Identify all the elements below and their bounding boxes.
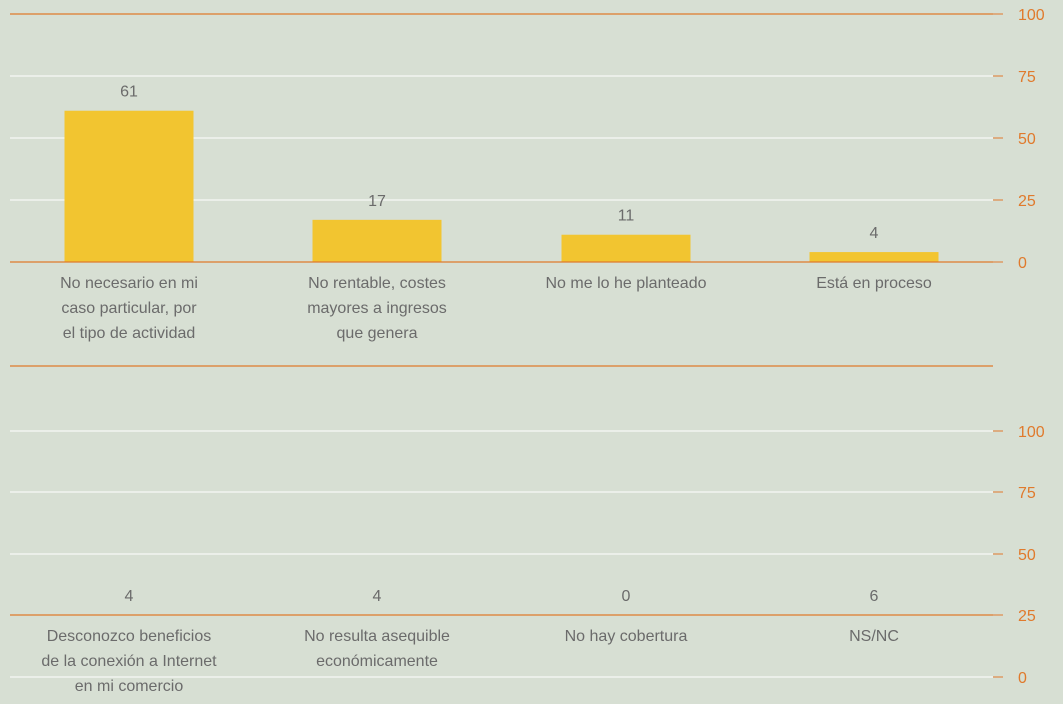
chart-1-data-label-1: 4 [373,588,382,605]
chart-0-ytick-label: 100 [1018,7,1045,24]
chart-0-ytick-label: 25 [1018,193,1036,210]
chart-1-data-label-2: 0 [622,588,631,605]
chart-0-category-label-2: No me lo he planteado [546,275,707,292]
chart-0-ytick-label: 50 [1018,131,1036,148]
chart-1-category-label-1: No resulta asequible económicamente [304,628,450,670]
chart-0-data-label-1: 17 [368,193,386,210]
chart-0-category-label-0: No necesario en mi caso particular, por el… [60,275,198,342]
chart-1-ytick-label: 75 [1018,485,1036,502]
chart-0-bar-3 [809,252,939,262]
chart-1-ytick-label: 25 [1018,608,1036,625]
chart-1-data-label-3: 6 [870,588,879,605]
chart-0-data-label-3: 4 [870,225,879,242]
chart-1-category-label-3: NS/NC [849,628,899,645]
chart-1-ytick-label: 100 [1018,424,1045,441]
chart-0-bar-2 [561,234,691,262]
chart-1-category-label-2: No hay cobertura [565,628,688,645]
chart-top: 0 25 50 75 100 61 17 11 4 No necesario en mi caso … [10,7,1045,367]
chart-0-data-label-0: 61 [120,84,138,101]
chart-1-category-label-0: Desconozco beneficios de la conexión a In… [41,628,217,695]
chart-0-category-label-3: Está en proceso [816,275,932,292]
chart-1-ytick-label: 0 [1018,670,1027,687]
chart-0-data-label-2: 11 [618,208,635,225]
chart-bottom: 0 25 50 75 100 4 4 0 6 Desconozco beneficios de la… [10,424,1045,695]
chart-0-category-label-1: No rentable, costes mayores a ingresos que… [307,275,447,342]
chart-1-data-label-0: 4 [125,588,134,605]
chart-0-bar-0 [64,110,194,262]
chart-0-bar-1 [312,219,442,262]
chart-1-ytick-label: 50 [1018,547,1036,564]
chart-0-ytick-label: 75 [1018,69,1036,86]
chart-0-ytick-label: 0 [1018,255,1027,272]
